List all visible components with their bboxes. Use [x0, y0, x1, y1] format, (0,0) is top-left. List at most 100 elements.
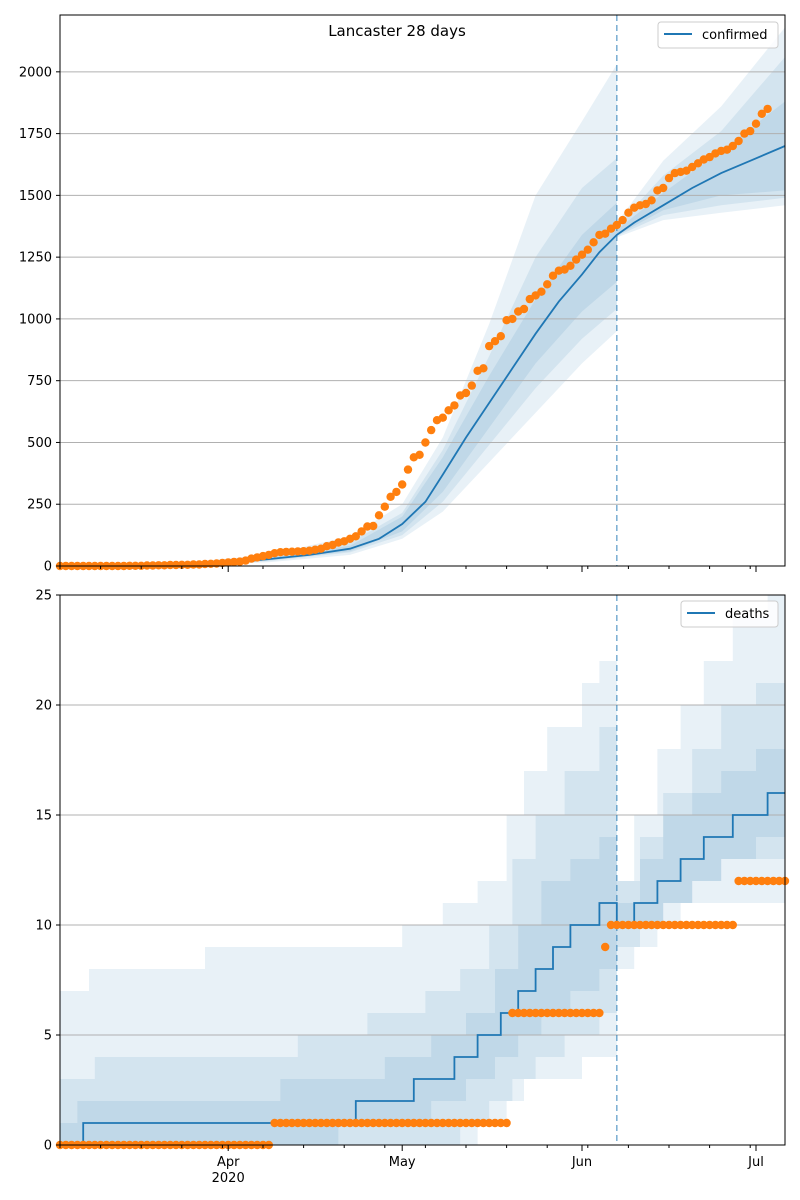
observed-point	[403, 465, 413, 474]
observed-point	[456, 1118, 465, 1128]
observed-point	[618, 215, 627, 225]
y-tick-label: 1750	[19, 127, 52, 142]
x-tick-label: Jun	[571, 1155, 592, 1170]
y-tick-label: 1500	[19, 189, 52, 204]
observed-point	[566, 261, 575, 270]
deaths-axes-frame	[59, 594, 786, 1146]
observed-point	[357, 527, 366, 536]
observed-point	[630, 920, 639, 930]
band-outer	[60, 27, 785, 566]
observed-point	[415, 450, 424, 459]
observed-point	[566, 1008, 575, 1018]
observed-point	[450, 401, 459, 410]
observed-point	[380, 1118, 389, 1128]
observed-point	[769, 876, 778, 886]
observed-point	[653, 920, 662, 930]
observed-point	[734, 876, 743, 886]
observed-point	[450, 1118, 459, 1128]
deaths-legend: deaths	[680, 600, 779, 628]
observed-point	[305, 1118, 314, 1128]
observed-point	[618, 920, 627, 930]
deaths-model-line	[60, 792, 785, 1145]
observed-point	[490, 337, 500, 346]
observed-point	[345, 1118, 355, 1128]
observed-point	[601, 942, 610, 952]
observed-point	[722, 920, 732, 930]
chart-title: Lancaster 28 days	[328, 22, 466, 40]
y-tick-label: 250	[27, 498, 52, 513]
observed-point	[316, 1118, 326, 1128]
observed-point	[444, 1118, 453, 1128]
observed-point	[328, 1118, 337, 1128]
observed-point	[189, 560, 198, 569]
observed-point	[473, 1118, 482, 1128]
observed-point	[427, 1118, 436, 1128]
band-outer	[60, 595, 785, 1145]
observed-point	[154, 561, 163, 570]
observed-point	[676, 920, 685, 930]
observed-point	[572, 1008, 581, 1018]
observed-point	[705, 920, 714, 930]
observed-point	[409, 1118, 418, 1128]
observed-point	[612, 920, 621, 930]
y-tick-label: 15	[35, 809, 52, 824]
y-tick-label: 2000	[19, 65, 52, 80]
observed-point	[577, 250, 587, 259]
observed-point	[635, 920, 645, 930]
observed-point	[293, 1118, 302, 1128]
observed-point	[751, 119, 761, 128]
observed-point	[746, 876, 755, 886]
observed-point	[589, 1008, 598, 1018]
y-tick-label: 1250	[19, 251, 52, 266]
observed-point	[519, 1008, 529, 1018]
observed-point	[728, 920, 737, 930]
observed-point	[647, 920, 656, 930]
observed-point	[601, 229, 610, 238]
observed-point	[490, 1118, 500, 1128]
observed-point	[467, 1118, 476, 1128]
observed-point	[340, 1118, 349, 1128]
confirmed-chart-panel: 0 250 500 750 1000 1250 1500 1750 2000 Lancaster…	[19, 14, 786, 575]
observed-point	[717, 920, 726, 930]
observed-point	[757, 109, 766, 119]
observed-point	[682, 920, 691, 930]
observed-point	[311, 1118, 320, 1128]
y-tick-label: 20	[35, 699, 52, 714]
observed-point	[276, 1118, 285, 1128]
observed-point	[606, 920, 616, 930]
observed-point	[374, 511, 384, 520]
observed-point	[641, 920, 650, 930]
observed-point	[624, 208, 633, 217]
observed-point	[398, 480, 407, 489]
observed-point	[699, 920, 708, 930]
x-tick-label: Jul	[747, 1155, 764, 1170]
band-inner	[60, 727, 785, 1145]
observed-point	[763, 104, 772, 114]
observed-point	[380, 502, 389, 511]
observed-point	[693, 920, 703, 930]
observed-point	[537, 287, 546, 296]
band-middle	[60, 57, 785, 566]
deaths-model-line	[60, 792, 785, 1145]
observed-point	[664, 920, 674, 930]
band-inner	[60, 101, 785, 566]
observed-point	[432, 1118, 442, 1128]
observed-point	[740, 876, 749, 886]
observed-point	[351, 532, 360, 541]
observed-point	[664, 173, 674, 183]
confirmed-axes-frame	[59, 14, 786, 567]
observed-point	[461, 1118, 471, 1128]
observed-point	[670, 920, 679, 930]
observed-point	[659, 183, 668, 193]
observed-point	[270, 1118, 279, 1128]
x-tick-label: Apr	[217, 1155, 240, 1170]
observed-point	[514, 1008, 523, 1018]
axes-frame	[59, 594, 786, 1146]
observed-point	[351, 1118, 360, 1128]
observed-point	[525, 1008, 534, 1018]
observed-point	[357, 1118, 366, 1128]
